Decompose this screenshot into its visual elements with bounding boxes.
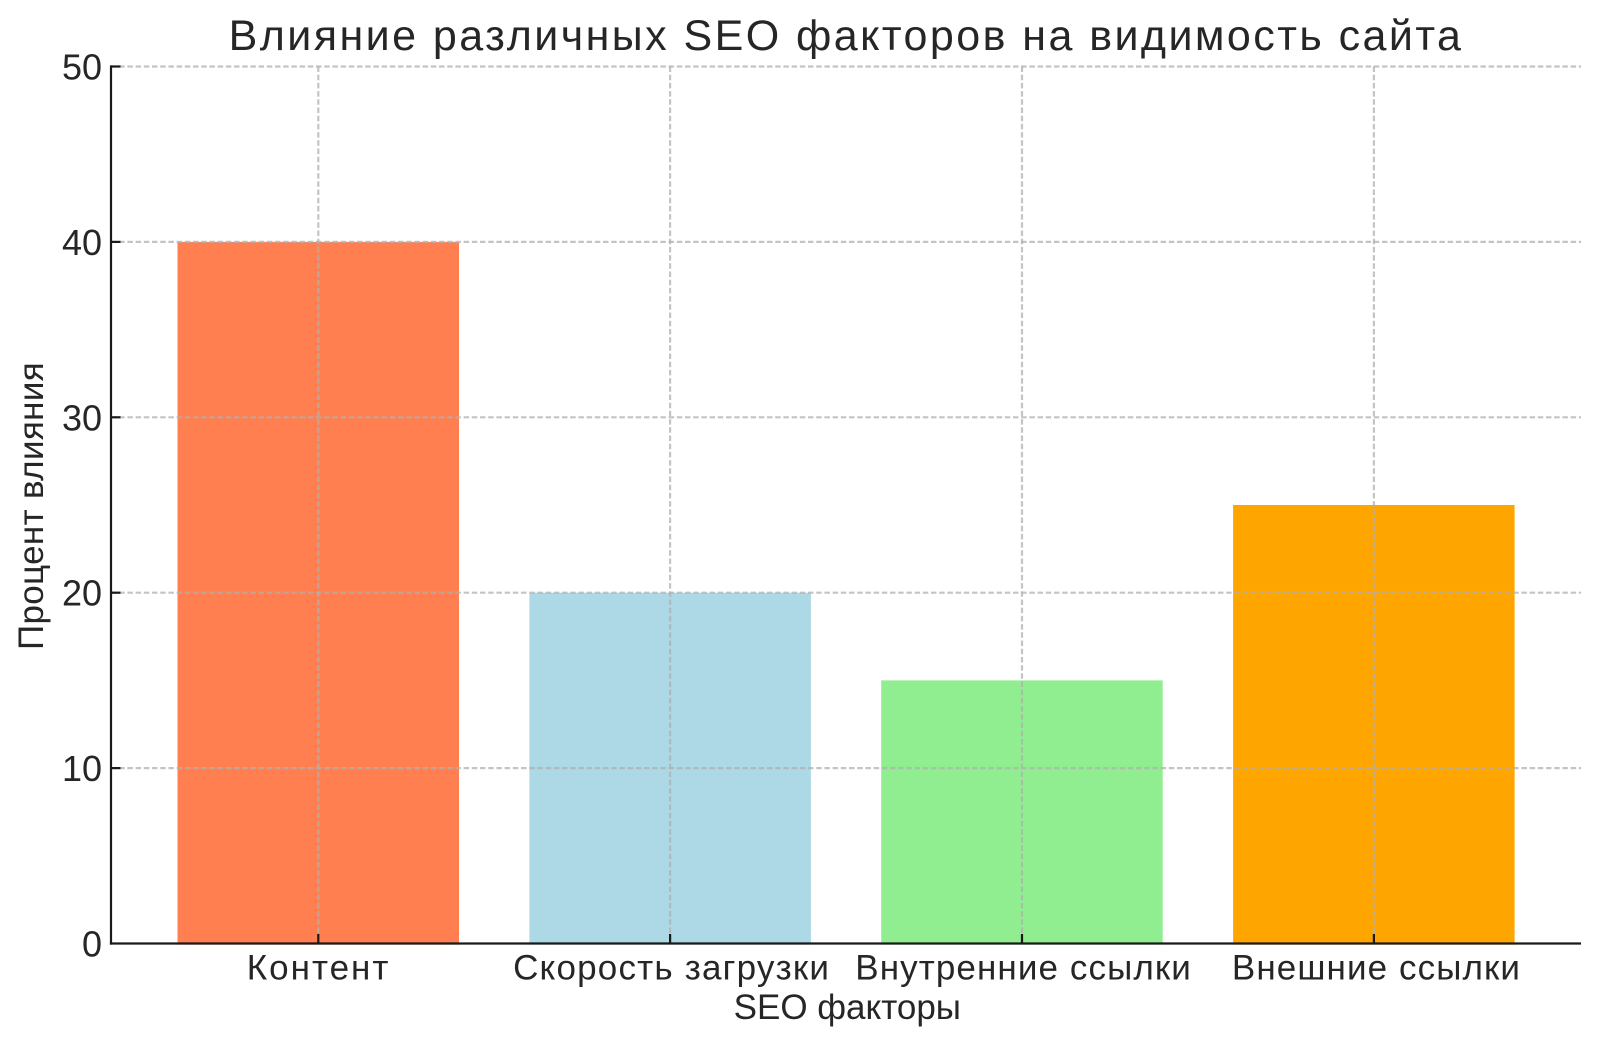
svg-text:30: 30 [62,397,102,438]
svg-text:20: 20 [62,573,102,614]
svg-text:10: 10 [62,748,102,789]
svg-text:SEO факторы: SEO факторы [734,988,961,1027]
svg-text:Внутренние ссылки: Внутренние ссылки [855,948,1192,987]
svg-text:Скорость загрузки: Скорость загрузки [513,948,830,987]
svg-text:40: 40 [62,222,102,263]
svg-text:Внешние ссылки: Внешние ссылки [1232,948,1521,987]
svg-text:Контент: Контент [247,948,391,987]
svg-text:50: 50 [62,47,102,88]
svg-text:0: 0 [82,924,102,965]
svg-text:Процент влияния: Процент влияния [12,362,51,650]
svg-text:Влияние различных SEO факторов: Влияние различных SEO факторов на видимо… [229,12,1464,60]
